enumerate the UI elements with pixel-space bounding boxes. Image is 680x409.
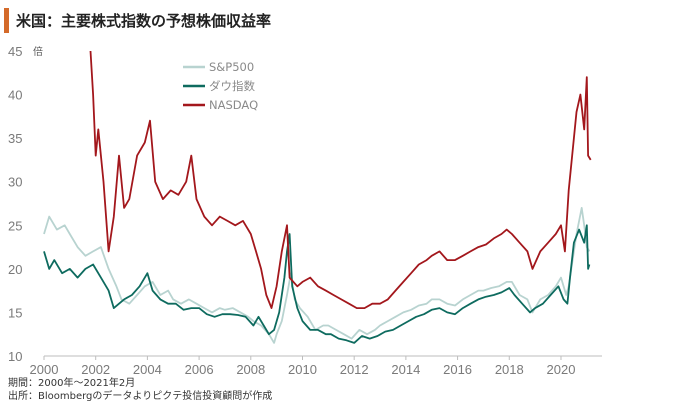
period-note: 期間：2000年～2021年2月: [8, 378, 136, 389]
chart-title: 米国：主要株式指数の予想株価収益率: [16, 12, 272, 30]
title-accent-bar: [4, 8, 9, 33]
x-tick-label: 2008: [236, 362, 265, 377]
y-tick-label: 25: [8, 218, 22, 233]
chart-notes: 期間：2000年～2021年2月 出所：Bloombergのデータよりピクテ投信…: [8, 377, 272, 403]
y-axis-unit: 倍: [33, 45, 43, 58]
y-tick-label: 15: [8, 305, 22, 320]
series-line-2: [89, 50, 592, 309]
y-tick-label: 45: [8, 44, 22, 59]
x-tick-label: 2014: [391, 362, 420, 377]
legend-label-2: NASDAQ: [209, 98, 258, 112]
legend-label-1: ダウ指数: [209, 79, 255, 93]
x-tick-label: 2020: [547, 362, 576, 377]
x-tick-label: 2004: [133, 362, 162, 377]
x-tick-label: 2006: [185, 362, 214, 377]
axis-layer: 10 15 20 25 30 35 40 45 倍 2000 2002 2004 2006 2008 201…: [8, 44, 602, 377]
x-tick-label: 2010: [288, 362, 317, 377]
x-tick-label: 2018: [495, 362, 524, 377]
y-tick-label: 30: [8, 175, 22, 190]
y-tick-label: 40: [8, 88, 22, 103]
y-tick-label: 20: [8, 262, 22, 277]
y-tick-label: 35: [8, 131, 22, 146]
x-tick-label: 2002: [81, 362, 110, 377]
x-tick-label: 2000: [30, 362, 59, 377]
legend-label-0: S&P500: [209, 60, 254, 74]
series-line-0: [43, 207, 591, 344]
y-tick-label: 10: [8, 349, 22, 364]
series-layer: [43, 50, 592, 344]
source-note: 出所：Bloombergのデータよりピクテ投信投資顧問が作成: [8, 391, 273, 402]
legend: S&P500 ダウ指数 NASDAQ: [183, 60, 258, 112]
x-tick-label: 2012: [340, 362, 369, 377]
series-line-1: [43, 224, 591, 344]
x-tick-label: 2016: [443, 362, 472, 377]
